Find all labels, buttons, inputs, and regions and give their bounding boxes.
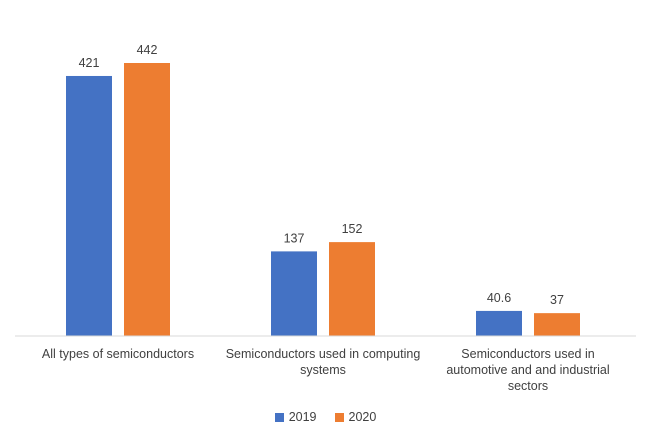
bars-group <box>66 63 580 337</box>
legend-label-2020: 2020 <box>348 410 377 424</box>
data-label-2020-2: 37 <box>550 293 564 307</box>
data-label-2019-0: 421 <box>79 56 100 70</box>
category-label-1: Semiconductors used in computing systems <box>225 347 421 377</box>
bar-2020-0 <box>124 63 170 336</box>
legend-swatch-2020 <box>334 412 344 422</box>
legend: 2019 2020 <box>0 410 651 424</box>
legend-item-2020: 2020 <box>334 410 377 424</box>
category-label-0: All types of semiconductors <box>41 347 195 361</box>
data-label-2019-1: 137 <box>284 231 305 245</box>
bar-2019-2 <box>476 310 522 336</box>
bar-2019-1 <box>271 251 317 336</box>
legend-swatch-2019 <box>274 412 284 422</box>
bar-2019-0 <box>66 75 112 337</box>
category-label-2: Semiconductors used in automotive and an… <box>446 347 610 393</box>
legend-item-2019: 2019 <box>274 410 317 424</box>
data-label-2019-2: 40.6 <box>487 291 511 305</box>
bar-2020-2 <box>534 313 580 336</box>
bar-2020-1 <box>329 242 375 336</box>
value-labels-group: 421 137 40.6 442 152 37 <box>79 43 564 307</box>
legend-label-2019: 2019 <box>288 410 317 424</box>
data-label-2020-1: 152 <box>342 222 363 236</box>
data-label-2020-0: 442 <box>137 43 158 57</box>
